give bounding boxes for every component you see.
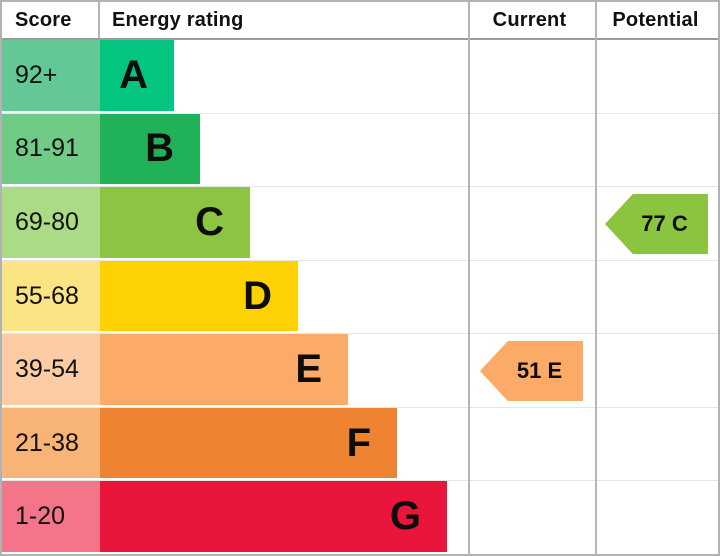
current-column-divider (468, 2, 470, 554)
rating-bar-f: F (100, 407, 397, 481)
current-rating-label: 51 E (516, 358, 563, 383)
score-range-b: 81-91 (2, 113, 100, 187)
band-row-a: 92+ A (2, 40, 718, 114)
rating-bar-e: E (100, 334, 348, 407)
band-row-e: 39-54 E (2, 334, 718, 408)
header-potential: Potential (612, 8, 699, 31)
rating-bar-d: D (100, 260, 298, 334)
header-current: Current (492, 8, 567, 31)
header-row: Score Energy rating Current Potential (2, 2, 718, 40)
score-range-a: 92+ (2, 40, 100, 113)
score-range-d: 55-68 (2, 260, 100, 334)
header-energy-rating: Energy rating (112, 8, 244, 31)
potential-rating-label: 77 C (641, 211, 688, 236)
score-range-e: 39-54 (2, 334, 100, 407)
rating-bar-a: A (100, 40, 174, 113)
score-range-f: 21-38 (2, 407, 100, 481)
score-range-c: 69-80 (2, 187, 100, 260)
rating-bar-c: C (100, 187, 250, 260)
header-score: Score (2, 2, 100, 38)
potential-column-divider (595, 2, 597, 554)
band-row-b: 81-91 B (2, 113, 718, 188)
rating-bar-b: B (100, 113, 200, 187)
rating-bands-container: 92+ A 81-91 B 69-80 C 55-68 D 39-54 E 21-38 F 1-20 G (2, 40, 718, 554)
band-row-c: 69-80 C (2, 187, 718, 261)
band-row-f: 21-38 F (2, 407, 718, 482)
potential-rating-arrow: 77 C (605, 194, 708, 254)
score-range-g: 1-20 (2, 481, 100, 554)
band-row-g: 1-20 G (2, 481, 718, 554)
band-row-d: 55-68 D (2, 260, 718, 335)
rating-bar-g: G (100, 481, 447, 554)
